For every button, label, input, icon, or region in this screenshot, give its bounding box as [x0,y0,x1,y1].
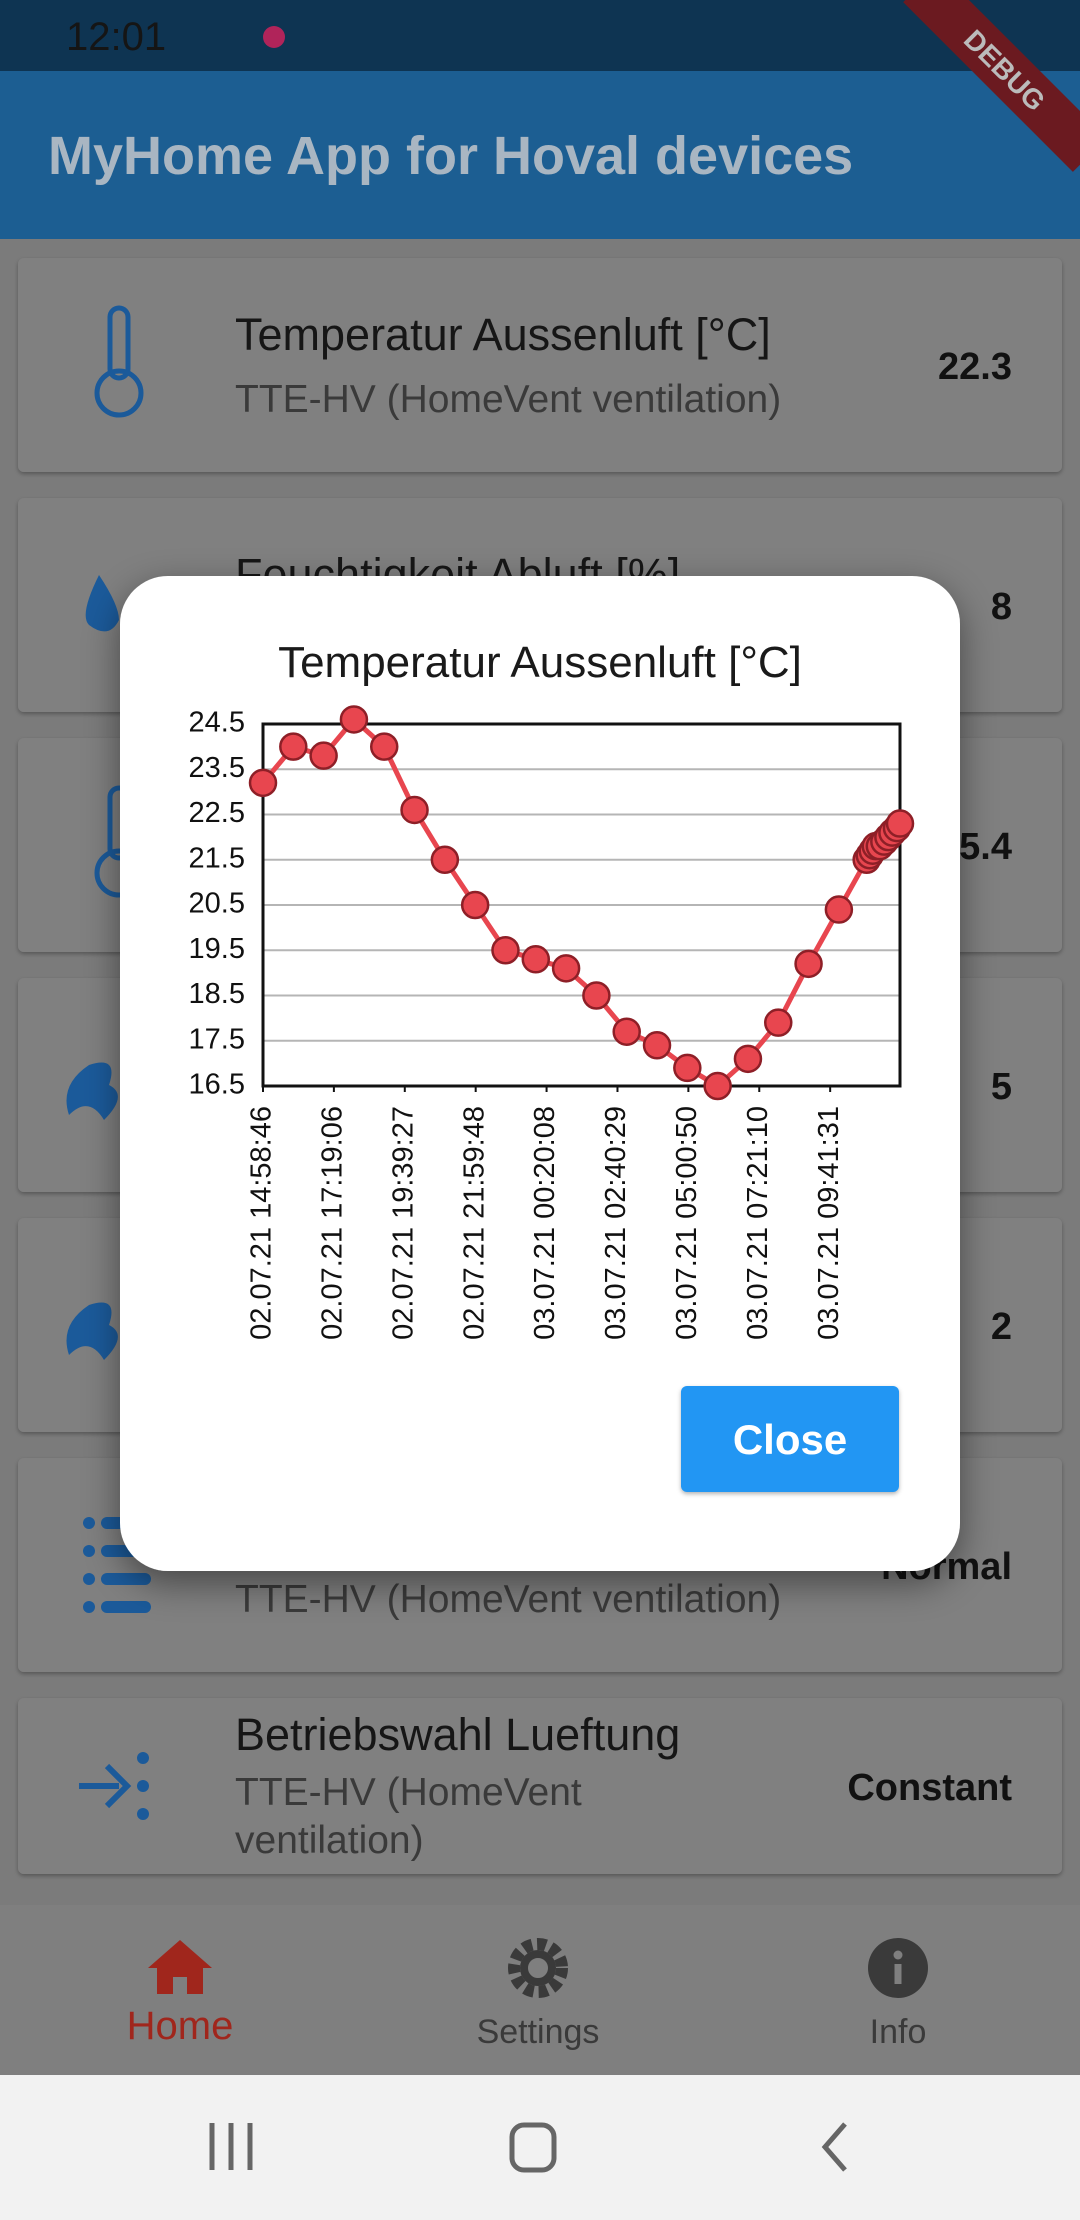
card-bg[interactable] [18,258,1062,472]
card-title: Temperatur Aussenluft [°C] [235,309,771,360]
point [612,1017,641,1046]
nav-item[interactable]: Settings [477,1938,600,2051]
point [582,981,611,1010]
dialog [120,576,960,1571]
point [279,732,308,761]
card-value: 5 [991,1066,1012,1108]
card-subtitle: TTE-HV (HomeVent [235,1771,582,1814]
arrow-icon [79,1763,132,1809]
y-tick-label: 23.5 [189,752,245,784]
system-nav-buttons [209,2122,847,2173]
point [460,890,490,920]
x-tick-label: 03.07.21 07:21:10 [742,1106,774,1340]
status-time: 12:01 [66,15,166,59]
thermometer-bulb [94,368,144,418]
card-value: 8 [991,586,1012,628]
status-bar [0,0,1080,71]
point [430,845,460,874]
nav-label[interactable]: Info [870,2013,927,2051]
point [794,949,823,979]
x-tick-label: 03.07.21 02:40:29 [600,1106,632,1340]
list-icon-dot [83,1601,95,1613]
arrow-icon-dot [137,1752,149,1764]
x-tick-label: 03.07.21 00:20:08 [529,1106,561,1340]
bottom-nav-items: Home Settings Info [127,1938,928,2051]
card-subtitle: TTE-HV (HomeVent ventilation) [235,378,781,421]
y-tick-label: 24.5 [189,707,245,739]
app-title: MyHome App for Hoval devices [48,126,853,186]
point [309,741,338,770]
point [824,895,854,924]
card-bg[interactable] [18,1698,1062,1874]
card-subtitle: ventilation) [235,1819,424,1862]
fan-icon [66,1062,118,1120]
list-icon-dot [83,1573,95,1585]
y-tick-label: 18.5 [189,978,245,1010]
card[interactable]: Betriebswahl Lueftung TTE-HV (HomeVent ven… [18,1698,1062,1874]
x-tick-label: 03.07.21 05:00:50 [671,1106,703,1340]
home-icon[interactable] [148,1940,212,1994]
info-icon-mark[interactable] [894,1964,902,1984]
status-icon [263,26,285,48]
chart: 16.5 17.5 18.5 19.5 20.5 21.5 22.5 23.5 24.5 02.0… [189,705,915,1340]
y-tick-label: 21.5 [189,842,245,874]
list-icon-line [101,1601,151,1613]
close-button[interactable]: Close [681,1386,899,1492]
card-value: Constant [847,1767,1012,1809]
point [885,809,915,838]
point [369,732,399,761]
y-tick-label: 16.5 [189,1069,245,1101]
card-value: 5.4 [959,826,1012,868]
y-tick-label: 22.5 [189,797,245,829]
card-title: Betriebswahl Lueftung [235,1709,680,1760]
x-tick-label: 02.07.21 14:58:46 [246,1106,278,1340]
point [551,954,581,983]
card-subtitle: TTE-HV (HomeVent ventilation) [235,1578,781,1621]
system-nav [0,2075,1080,2220]
drop-icon [85,575,119,632]
arrow-icon-dot [137,1780,149,1792]
card-value: 22.3 [938,346,1012,388]
nav-label[interactable]: Settings [477,2013,600,2051]
fan-icon [66,1302,118,1360]
settings-icon[interactable] [508,1938,568,1998]
nav-item[interactable]: Info [868,1938,928,2051]
thermometer-icon [107,305,131,381]
point [248,768,278,798]
y-tick-label: 17.5 [189,1023,245,1055]
settings-icon-hub[interactable] [520,1950,556,1986]
x-tick-label: 03.07.21 09:41:31 [813,1106,845,1340]
point [400,795,429,825]
point [673,1053,702,1083]
point [521,945,551,974]
list-icon-dot [83,1517,95,1529]
point [491,936,520,965]
list-icon-line [101,1573,151,1585]
y-tick-label: 20.5 [189,888,245,920]
card-value: 2 [991,1306,1012,1348]
point [642,1031,672,1060]
list-icon-dot [83,1545,95,1557]
arrow-icon-dot [137,1808,149,1820]
close-label[interactable]: Close [733,1416,847,1463]
nav-label[interactable]: Home [127,2004,234,2048]
y-tick-label: 19.5 [189,933,245,965]
app-bar [0,71,1080,239]
point [764,1008,793,1037]
point [733,1044,763,1074]
x-tick-label: 02.07.21 19:39:27 [387,1106,419,1340]
nav-item[interactable]: Home [127,1940,234,2048]
card[interactable]: Temperatur Aussenluft [°C] TTE-HV (HomeVe… [18,258,1062,472]
x-tick-label: 02.07.21 17:19:06 [317,1106,349,1340]
plot-frame [261,722,902,1088]
chart-title: Temperatur Aussenluft [°C] [278,638,802,687]
x-tick-label: 02.07.21 21:59:48 [458,1106,490,1340]
close-button-bg[interactable] [681,1386,899,1492]
point [703,1071,732,1101]
point [339,705,369,734]
info-icon-dot[interactable] [893,1950,903,1960]
